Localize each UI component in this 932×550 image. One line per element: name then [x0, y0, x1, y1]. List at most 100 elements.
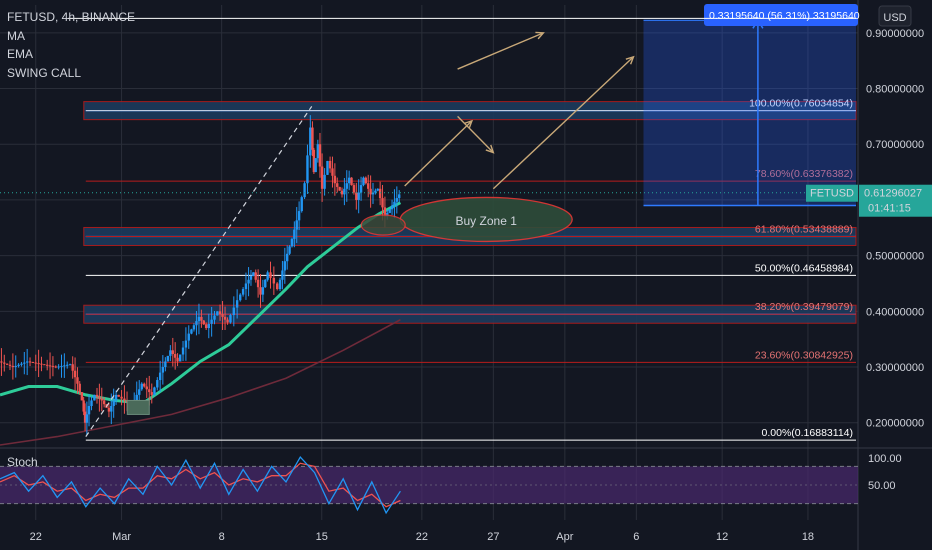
measure-label: 0.33195640 (56.31%) 33195640: [709, 10, 860, 22]
fib-level-label: 38.20%(0.39479079): [755, 301, 853, 313]
fib-trend-line[interactable]: [85, 106, 313, 437]
candle-body: [43, 364, 46, 366]
legend-symbol: FETUSD, 4h, BINANCE: [7, 10, 135, 24]
candle-body: [114, 394, 118, 401]
candle-body: [293, 229, 296, 239]
candle-body: [285, 253, 289, 262]
candle-body: [374, 190, 377, 193]
candle-body: [73, 370, 77, 378]
candle-body: [300, 197, 303, 212]
x-tick-label: 15: [316, 531, 328, 543]
current-price-symbol: FETUSD: [810, 188, 854, 200]
low-marker-box: [126, 399, 150, 415]
x-tick-label: 27: [487, 531, 499, 543]
candle-body: [309, 127, 312, 156]
candle-body: [120, 396, 123, 399]
candle-body: [239, 294, 242, 301]
candle-body: [171, 350, 174, 355]
candle-body: [390, 205, 394, 210]
current-price-badge[interactable]: [859, 184, 932, 217]
trend-arrow[interactable]: [492, 56, 634, 190]
legend-ema[interactable]: EMA: [7, 47, 33, 61]
candle-body: [281, 270, 284, 280]
buy-zone-label: Buy Zone 1: [456, 214, 518, 228]
candle-body: [283, 261, 287, 271]
candle-body: [100, 398, 103, 401]
candle-body: [395, 198, 399, 202]
candle-body: [82, 400, 85, 412]
price-range-measure[interactable]: 0.33195640 (56.31%) 33195640: [68, 4, 860, 207]
trend-arrow-head: [485, 144, 495, 154]
currency-button[interactable]: USD: [878, 5, 912, 27]
candle-body: [247, 279, 250, 284]
drawing-annotations[interactable]: Buy Zone 1: [0, 31, 858, 437]
candle-body: [367, 183, 370, 189]
candle-body: [264, 279, 267, 288]
candle-body: [331, 168, 334, 176]
candle-body: [383, 207, 387, 217]
candle-body: [311, 127, 314, 150]
candle-body: [213, 315, 216, 320]
currency-label: USD: [883, 12, 906, 24]
candle-body: [169, 350, 172, 356]
y-tick-label: 0.30000000: [866, 362, 924, 374]
candle-body: [57, 366, 60, 368]
candle-body: [51, 365, 55, 367]
candle-body: [107, 407, 111, 412]
stoch-band: [0, 466, 858, 504]
current-price-symbol-badge[interactable]: [806, 184, 858, 202]
candle-body: [78, 383, 81, 393]
trend-arrow[interactable]: [404, 120, 473, 187]
pullback-ellipse[interactable]: [360, 214, 406, 236]
candle-body: [140, 383, 143, 390]
candle-body: [25, 361, 29, 363]
trend-arrow[interactable]: [457, 32, 544, 70]
candle-body: [275, 283, 279, 290]
candle-body: [202, 320, 205, 325]
current-price-value: 0.61296027: [864, 188, 922, 200]
candle-body: [226, 319, 229, 323]
legend-ma[interactable]: MA: [7, 29, 25, 43]
candle-body: [371, 192, 375, 195]
fib-level-label: 0.00%(0.16883114): [762, 427, 853, 439]
candle-body: [357, 192, 360, 200]
candle-body: [135, 394, 138, 401]
candle-body: [288, 246, 291, 254]
candle-body: [138, 389, 141, 395]
candle-body: [355, 192, 358, 200]
x-tick-label: Apr: [556, 531, 573, 543]
candle-body: [364, 177, 368, 184]
candle-body: [195, 321, 198, 326]
candle-body: [381, 198, 384, 208]
trend-arrow[interactable]: [457, 115, 494, 154]
candle-body: [181, 347, 185, 355]
candle-body: [314, 158, 317, 173]
candle-body: [110, 406, 113, 412]
y-tick-label: 0.20000000: [866, 418, 924, 430]
ma-line: [0, 318, 401, 446]
stoch-y-tick-label: 100.00: [868, 453, 902, 465]
candle-body: [306, 155, 309, 184]
candle-body: [207, 323, 210, 329]
candle-body: [229, 315, 232, 323]
candle-body: [278, 279, 282, 290]
candle-body: [197, 316, 201, 322]
measure-badge[interactable]: [704, 4, 858, 26]
candle-body: [85, 414, 89, 423]
candle-body: [3, 362, 6, 364]
stoch-y-tick-label: 50.00: [868, 480, 896, 492]
candle-body: [80, 392, 84, 401]
candle-body: [23, 362, 26, 364]
y-tick-label: 0.40000000: [866, 306, 924, 318]
candle-body: [28, 361, 32, 363]
candle-body: [161, 367, 165, 373]
candle-body: [362, 177, 365, 186]
x-tick-label: 6: [633, 531, 639, 543]
candle-body: [14, 365, 17, 368]
candle-body: [290, 238, 294, 247]
x-tick-label: Mar: [112, 531, 131, 543]
legend-swing-call[interactable]: SWING CALL: [7, 66, 81, 80]
ema-line: [0, 201, 402, 405]
